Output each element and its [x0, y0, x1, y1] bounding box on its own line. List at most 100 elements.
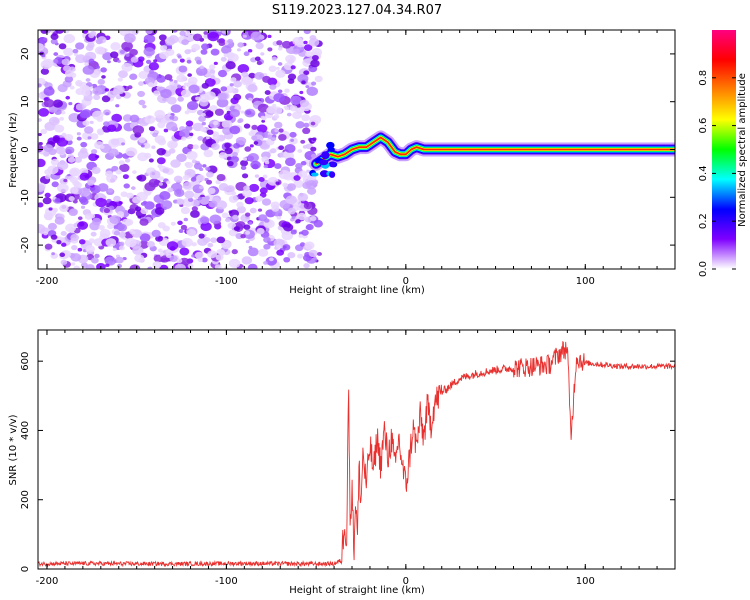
noise-speckle [240, 165, 247, 171]
noise-speckle [244, 146, 252, 152]
noise-speckle [308, 249, 318, 258]
noise-speckle [250, 160, 261, 170]
noise-speckle [54, 216, 65, 225]
noise-speckle [136, 191, 148, 201]
noise-speckle [253, 141, 259, 145]
noise-speckle [65, 95, 71, 100]
noise-speckle [273, 238, 285, 248]
noise-speckle [210, 237, 218, 243]
noise-speckle [38, 202, 44, 208]
noise-speckle [124, 158, 131, 163]
noise-speckle [56, 239, 62, 245]
noise-speckle [96, 128, 104, 134]
noise-speckle [184, 30, 191, 36]
noise-speckle [275, 181, 280, 185]
noise-speckle [299, 99, 310, 108]
noise-speckle [178, 65, 188, 73]
noise-speckle [228, 229, 238, 237]
noise-speckle [63, 178, 68, 183]
noise-speckle [277, 89, 283, 94]
noise-speckle [259, 187, 268, 194]
noise-speckle [186, 59, 192, 64]
noise-speckle [209, 64, 216, 70]
noise-speckle [80, 141, 88, 148]
noise-speckle [220, 86, 228, 92]
noise-speckle [249, 144, 254, 148]
noise-speckle [144, 182, 156, 192]
noise-speckle [276, 215, 282, 220]
noise-speckle [101, 95, 111, 103]
noise-speckle [61, 242, 67, 247]
noise-speckle [275, 66, 280, 70]
noise-speckle [144, 201, 155, 210]
noise-speckle [305, 179, 318, 190]
signal-onset-blob [321, 151, 330, 160]
noise-speckle [134, 254, 145, 263]
noise-speckle [78, 187, 90, 197]
noise-speckle [54, 124, 65, 133]
noise-speckle [303, 263, 310, 269]
noise-speckle [301, 229, 309, 236]
signal-onset-blob [327, 147, 335, 152]
colorbar-tick-label: 0.6 [698, 118, 709, 134]
noise-speckle [299, 242, 306, 247]
noise-speckle [166, 180, 171, 185]
noise-speckle [263, 218, 270, 223]
y-tick-label: 20 [20, 48, 31, 61]
noise-speckle [311, 81, 317, 86]
noise-speckle [75, 103, 85, 111]
noise-speckle [77, 247, 83, 252]
noise-speckle [105, 263, 110, 268]
noise-speckle [138, 81, 144, 86]
noise-speckle [50, 33, 59, 40]
noise-speckle [198, 115, 206, 122]
noise-speckle [107, 223, 114, 230]
noise-speckle [143, 34, 156, 44]
noise-speckle [297, 149, 303, 153]
noise-speckle [104, 88, 110, 92]
noise-speckle [181, 39, 189, 46]
noise-speckle [289, 131, 297, 138]
noise-speckle [113, 230, 121, 236]
noise-speckle [69, 167, 81, 177]
noise-speckle [185, 120, 194, 127]
noise-speckle [260, 115, 266, 120]
noise-speckle [254, 174, 260, 178]
noise-speckle [203, 31, 208, 35]
noise-speckle [122, 114, 133, 122]
noise-speckle [60, 110, 66, 115]
noise-speckle [270, 148, 277, 154]
noise-speckle [201, 257, 208, 263]
noise-speckle [241, 256, 253, 265]
noise-speckle [110, 42, 121, 51]
noise-speckle [159, 191, 171, 200]
noise-speckle [60, 230, 67, 236]
noise-speckle [68, 208, 78, 217]
noise-speckle [244, 212, 251, 217]
noise-speckle [204, 195, 210, 201]
noise-speckle [270, 136, 277, 142]
noise-speckle [74, 156, 83, 163]
noise-speckle [201, 43, 210, 50]
y-tick-label: 200 [20, 490, 31, 509]
noise-speckle [68, 175, 75, 181]
noise-speckle [130, 56, 139, 63]
noise-speckle [180, 89, 191, 98]
noise-speckle [117, 223, 128, 232]
noise-speckle [147, 82, 154, 88]
noise-speckle [249, 207, 257, 214]
noise-speckle [129, 73, 138, 80]
noise-speckle [137, 90, 145, 98]
noise-speckle [248, 183, 260, 192]
noise-speckle [125, 147, 138, 157]
noise-speckle [287, 251, 296, 259]
noise-speckle [232, 151, 239, 157]
noise-speckle [179, 247, 190, 256]
noise-speckle [177, 55, 182, 59]
noise-speckle [196, 174, 205, 182]
noise-speckle [170, 221, 176, 226]
noise-speckle [169, 246, 176, 251]
noise-speckle [237, 64, 250, 74]
noise-speckle [213, 61, 218, 65]
noise-speckle [237, 42, 245, 48]
